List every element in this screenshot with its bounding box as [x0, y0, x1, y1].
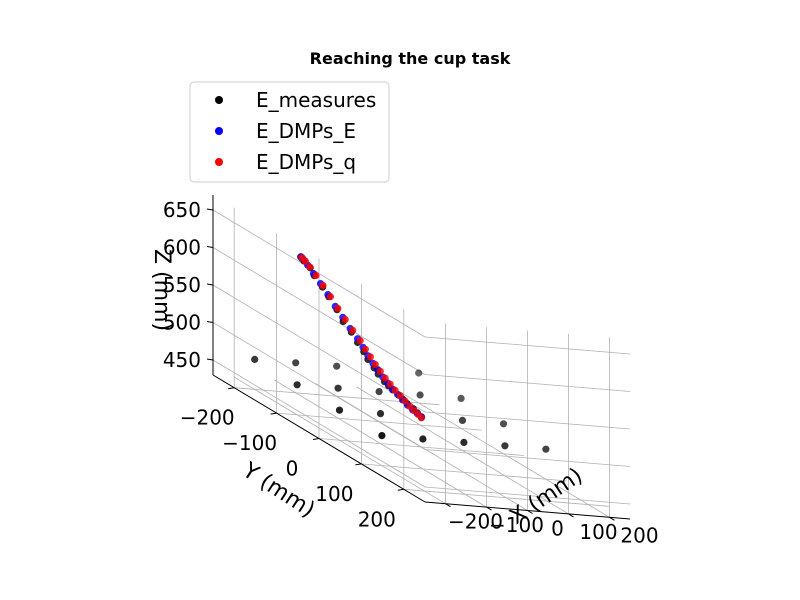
legend-marker — [215, 158, 223, 166]
legend-label: E_measures — [256, 88, 376, 112]
point-e-dmps-q — [366, 353, 374, 361]
tick-marks: −200−100 0 100 200−200−10001002004505005506… — [163, 198, 659, 547]
x-tick-label: 200 — [620, 523, 658, 547]
point-e-measures — [251, 355, 259, 363]
point-e-dmps-q — [381, 374, 389, 382]
grid-line-z-wall-x — [212, 359, 426, 488]
x-tick-label: 100 — [579, 520, 617, 544]
point-e-dmps-q — [298, 254, 306, 262]
point-e-dmps-q — [326, 293, 334, 301]
point-e-measures — [542, 445, 550, 453]
x-tick-mark — [527, 510, 533, 514]
grid-lines — [212, 207, 631, 518]
point-e-dmps-q — [341, 315, 349, 323]
point-e-dmps-q — [386, 380, 394, 388]
grid-line-z-wall-y — [424, 336, 631, 355]
point-e-dmps-q — [319, 281, 327, 290]
z-tick-label: 500 — [163, 311, 201, 335]
grid-line-z-wall-y — [424, 486, 631, 505]
z-tick-mark — [206, 208, 214, 211]
grid-line-z-wall-x — [212, 209, 426, 338]
point-e-measures — [292, 359, 300, 367]
z-tick-label: 650 — [163, 198, 201, 222]
x-tick-label: −100 — [489, 513, 544, 537]
point-e-dmps-q — [349, 326, 357, 334]
z-tick-label: 550 — [163, 273, 201, 297]
y-tick-label: −100 — [222, 431, 277, 455]
point-e-measures — [415, 369, 423, 377]
point-e-dmps-q — [306, 263, 314, 271]
grid-line-y-floor — [403, 488, 609, 507]
z-axis-label: Z (mm) — [149, 249, 174, 331]
y-axis-label: Y (mm) — [237, 458, 319, 523]
point-e-measures — [334, 384, 342, 392]
grid-line-z-wall-x — [212, 322, 426, 450]
z-tick-label: 450 — [163, 348, 201, 372]
legend-frame — [189, 81, 390, 183]
point-e-measures — [375, 388, 383, 396]
y-tick-label: −200 — [180, 406, 235, 430]
z-tick-mark — [206, 321, 214, 323]
x-tick-mark — [486, 506, 492, 511]
point-e-measures — [293, 381, 301, 389]
point-e-measures — [460, 438, 468, 446]
point-e-dmps-q — [401, 397, 409, 405]
point-e-dmps-q — [396, 392, 404, 400]
point-e-dmps-q — [356, 337, 364, 345]
y-tick-mark — [355, 463, 362, 466]
point-e-dmps-q — [391, 386, 399, 394]
point-e-measures — [458, 416, 467, 424]
point-e-measures — [333, 362, 341, 370]
y-tick-mark — [397, 488, 404, 491]
z-tick-mark — [206, 358, 214, 361]
z-tick-label: 600 — [163, 236, 201, 260]
point-e-measures — [376, 410, 385, 418]
point-e-dmps-q — [361, 345, 369, 353]
legend-marker — [215, 127, 223, 135]
z-tick-mark — [206, 283, 214, 286]
x-tick-mark — [445, 503, 451, 508]
x-tick-mark — [568, 513, 574, 518]
grid-line-z-wall-y — [424, 374, 631, 392]
point-e-dmps-q — [371, 360, 379, 369]
point-e-measures — [419, 435, 427, 443]
y-tick-label: 100 — [315, 482, 353, 506]
grid-line-z-wall-y — [424, 449, 631, 467]
grid-line-z-wall-y — [424, 411, 631, 430]
x-tick-label: 0 — [551, 517, 564, 541]
z-tick-mark — [206, 246, 214, 248]
grid-line-y-floor — [361, 463, 567, 482]
point-e-dmps-q — [312, 271, 320, 280]
legend-label: E_DMPs_E — [256, 119, 356, 143]
point-e-measures — [499, 420, 508, 428]
point-e-measures — [335, 406, 344, 414]
point-e-measures — [457, 394, 465, 402]
chart-title: Reaching the cup task — [310, 49, 511, 68]
x-tick-label: −200 — [448, 510, 503, 534]
point-e-measures — [378, 432, 386, 440]
point-e-dmps-q — [376, 367, 384, 375]
y-tick-label: 0 — [286, 457, 299, 481]
legend: E_measures E_DMPs_E E_DMPs_q — [189, 81, 390, 183]
y-tick-mark — [228, 387, 235, 390]
scatter-points — [251, 253, 550, 453]
grid-line-z-wall-x — [212, 247, 426, 375]
point-e-measures — [501, 442, 509, 450]
legend-label: E_DMPs_q — [256, 150, 356, 174]
y-tick-mark — [312, 438, 320, 440]
point-e-measures — [416, 391, 424, 399]
point-e-dmps-q — [406, 402, 414, 410]
point-e-dmps-q — [334, 304, 342, 312]
y-tick-label: 200 — [358, 507, 396, 531]
y-tick-mark — [270, 412, 277, 415]
legend-marker — [215, 96, 223, 104]
x-tick-mark — [609, 516, 615, 521]
